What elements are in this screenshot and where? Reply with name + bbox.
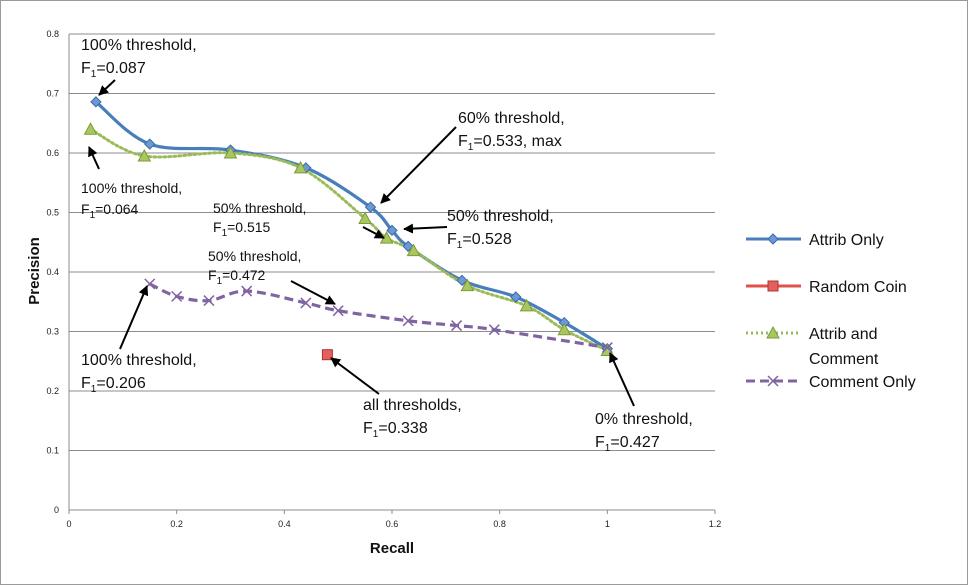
x-tick-label: 1.2 bbox=[709, 519, 722, 529]
annotation-line1: 60% threshold, bbox=[458, 110, 565, 127]
x-tick-label: 0 bbox=[66, 519, 71, 529]
annotation-arrow bbox=[609, 352, 635, 407]
legend-label-random-coin: Random Coin bbox=[809, 279, 907, 296]
annotations: 100% threshold, F1=0.087 100% threshold, F1… bbox=[81, 37, 693, 454]
annotation-line1: 50% threshold, bbox=[447, 208, 554, 225]
annotation-a8: all thresholds, F1=0.338 bbox=[363, 397, 462, 440]
legend-label-comment-only: Comment Only bbox=[809, 374, 916, 391]
y-tick-label: 0.7 bbox=[46, 89, 59, 99]
annotation-f1: F1=0.533, max bbox=[458, 133, 562, 153]
annotation-f1: F1=0.472 bbox=[208, 267, 266, 287]
data-point-attrib-and-comment bbox=[358, 211, 372, 224]
x-tick-label: 0.6 bbox=[386, 519, 399, 529]
data-point-comment-only bbox=[300, 297, 312, 309]
y-tick-label: 0.4 bbox=[46, 267, 59, 277]
gridlines bbox=[69, 33, 715, 451]
x-tick-label: 0.2 bbox=[170, 519, 183, 529]
annotation-a3: 60% threshold, F1=0.533, max bbox=[458, 110, 565, 153]
y-axis-label: Precision bbox=[26, 237, 43, 305]
annotation-a5: 50% threshold, F1=0.528 bbox=[447, 208, 554, 251]
data-point-comment-only bbox=[332, 305, 344, 317]
data-point-attrib-only bbox=[144, 138, 156, 150]
annotation-arrow bbox=[119, 285, 149, 350]
data-point-attrib-only bbox=[364, 201, 377, 213]
data-point-attrib-and-comment bbox=[293, 160, 308, 174]
x-axis-label: Recall bbox=[370, 540, 414, 557]
y-tick-label: 0.8 bbox=[46, 29, 59, 39]
annotation-line1: 0% threshold, bbox=[595, 411, 693, 428]
x-tick-label: 0.8 bbox=[493, 519, 506, 529]
data-point-comment-only bbox=[203, 295, 215, 307]
annotation-a6: 50% threshold, F1=0.472 bbox=[208, 248, 301, 287]
legend-marker-random-coin bbox=[767, 280, 779, 292]
data-point-attrib-only bbox=[510, 291, 522, 303]
data-point-attrib-only bbox=[90, 96, 102, 108]
legend-marker-comment-only bbox=[767, 375, 779, 387]
annotation-f1: F1=0.338 bbox=[363, 420, 428, 440]
annotation-f1: F1=0.515 bbox=[213, 219, 271, 239]
annotation-arrow bbox=[403, 223, 448, 234]
annotation-arrow bbox=[330, 357, 380, 395]
legend-marker-attrib-and-comment bbox=[766, 325, 780, 339]
annotation-a2: 100% threshold, F1=0.064 bbox=[81, 180, 182, 221]
data-point-attrib-and-comment bbox=[137, 148, 152, 162]
annotation-f1: F1=0.427 bbox=[595, 434, 660, 454]
data-point-attrib-only bbox=[386, 224, 398, 237]
annotation-a1: 100% threshold, F1=0.087 bbox=[81, 37, 197, 80]
data-point-comment-only bbox=[171, 290, 183, 302]
legend-label-attrib-and-comment: Comment bbox=[809, 351, 879, 368]
annotation-f1: F1=0.528 bbox=[447, 231, 512, 251]
x-tick-label: 1 bbox=[605, 519, 610, 529]
data-point-comment-only bbox=[402, 315, 414, 327]
data-point-attrib-and-comment bbox=[519, 298, 534, 312]
series-markers bbox=[83, 96, 615, 361]
data-point-attrib-and-comment bbox=[223, 145, 238, 159]
annotation-arrow bbox=[88, 146, 100, 170]
y-tick-label: 0.1 bbox=[46, 446, 59, 456]
data-point-comment-only bbox=[451, 320, 463, 332]
annotation-a9: 0% threshold, F1=0.427 bbox=[595, 411, 693, 454]
data-point-attrib-and-comment bbox=[460, 278, 475, 292]
data-point-attrib-only bbox=[456, 274, 468, 287]
legend: Attrib Only Random Coin Attrib and Comment C… bbox=[746, 232, 916, 391]
y-tick-label: 0.2 bbox=[46, 386, 59, 396]
annotation-arrow bbox=[290, 280, 336, 305]
y-tick-label: 0.6 bbox=[46, 148, 59, 158]
annotation-line1: 100% threshold, bbox=[81, 37, 197, 54]
annotation-arrow bbox=[362, 226, 385, 239]
y-tick-label: 0.5 bbox=[46, 208, 59, 218]
y-tick-label: 0 bbox=[54, 505, 59, 515]
data-point-random-coin bbox=[321, 349, 333, 361]
y-tick-label: 0.3 bbox=[46, 327, 59, 337]
data-point-attrib-and-comment bbox=[557, 322, 572, 336]
legend-label-attrib-and-comment: Attrib and bbox=[809, 326, 877, 343]
annotation-line1: 100% threshold, bbox=[81, 180, 182, 196]
annotation-f1: F1=0.087 bbox=[81, 60, 146, 80]
legend-label-attrib-only: Attrib Only bbox=[809, 232, 884, 249]
legend-marker-attrib-only bbox=[767, 233, 779, 245]
data-point-attrib-and-comment bbox=[83, 122, 98, 135]
data-point-comment-only bbox=[488, 324, 500, 336]
annotation-line1: all thresholds, bbox=[363, 397, 462, 414]
data-point-comment-only bbox=[241, 285, 253, 297]
data-point-attrib-and-comment bbox=[406, 243, 421, 257]
annotation-a7: 100% threshold, F1=0.206 bbox=[81, 352, 197, 395]
annotation-f1: F1=0.064 bbox=[81, 201, 139, 221]
annotation-line1: 100% threshold, bbox=[81, 352, 197, 369]
tick-labels: 0 0.1 0.2 0.3 0.4 0.5 0.6 0.7 0.8 0 0.2 0.4 0.6 0.8 1 1… bbox=[46, 29, 721, 529]
annotation-line1: 50% threshold, bbox=[213, 200, 306, 216]
series-line-comment-only bbox=[149, 282, 608, 350]
annotation-f1: F1=0.206 bbox=[81, 375, 146, 395]
x-tick-label: 0.4 bbox=[278, 519, 291, 529]
annotation-arrow bbox=[380, 126, 457, 204]
annotation-a4: 50% threshold, F1=0.515 bbox=[213, 200, 306, 239]
series-line-attrib-and-comment bbox=[89, 127, 609, 353]
axes bbox=[68, 34, 716, 514]
annotation-arrow bbox=[98, 79, 116, 96]
data-point-comment-only bbox=[601, 342, 613, 354]
annotation-arrows bbox=[88, 79, 635, 407]
annotation-line1: 50% threshold, bbox=[208, 248, 301, 264]
